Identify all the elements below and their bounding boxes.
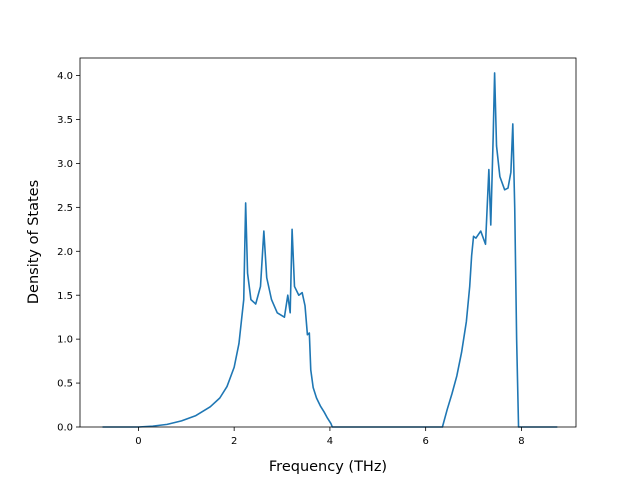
- series-line-0: [102, 72, 558, 428]
- y-tick-label: 3.5: [57, 115, 73, 126]
- plot-area: 0 2 4 6 8 0.0 0.5 1.0 1.5 2.0 2.5 3.0 3.5 4.0: [57, 57, 577, 447]
- y-tick-label: 3.0: [57, 159, 73, 170]
- x-tick-label: 2: [231, 436, 237, 447]
- y-tick-label: 1.0: [57, 335, 73, 346]
- y-tick-label: 0.5: [57, 379, 73, 390]
- x-tick-label: 0: [135, 436, 141, 447]
- x-tick-label: 4: [327, 436, 333, 447]
- y-axis-label: Density of States: [26, 180, 42, 304]
- y-tick-label: 0.0: [57, 423, 73, 434]
- y-tick-label: 4.0: [57, 71, 73, 82]
- x-tick-label: 6: [422, 436, 428, 447]
- y-tick-label: 1.5: [57, 291, 73, 302]
- axes-frame: [79, 57, 577, 428]
- x-axis-label: Frequency (THz): [269, 459, 387, 475]
- x-tick-label: 8: [518, 436, 524, 447]
- y-tick-label: 2.5: [57, 203, 73, 214]
- y-tick-label: 2.0: [57, 247, 73, 258]
